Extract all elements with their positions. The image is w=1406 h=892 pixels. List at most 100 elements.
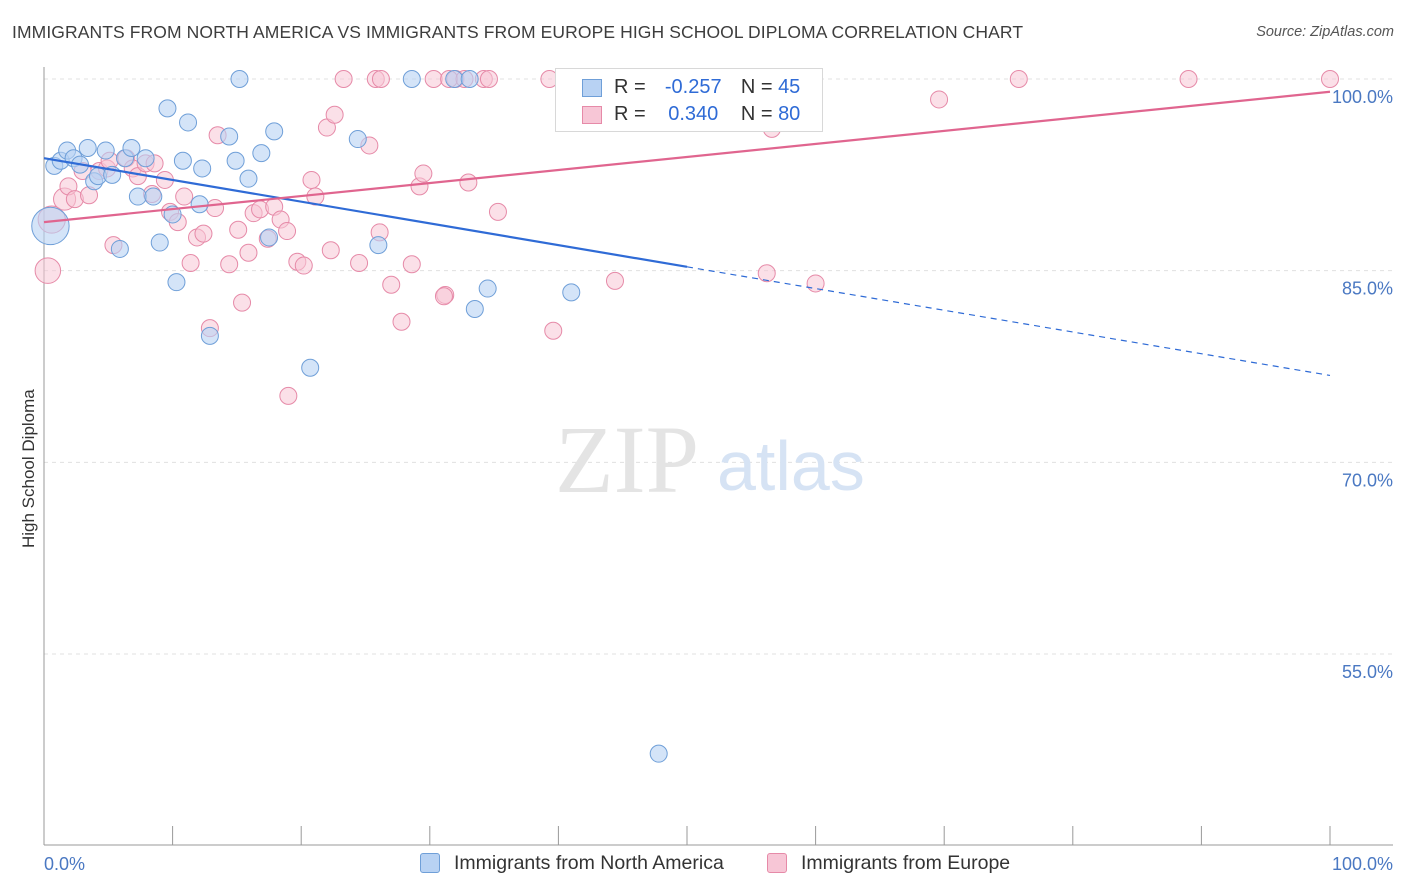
data-point-north-america <box>144 187 163 206</box>
data-point-europe <box>1009 70 1028 88</box>
data-point-north-america <box>122 139 141 157</box>
data-point-europe <box>434 287 453 306</box>
watermark-atlas: atlas <box>717 427 865 505</box>
data-point-europe <box>294 256 313 275</box>
y-tick-label: 55.0% <box>1342 662 1393 682</box>
grid-lines <box>44 78 1393 655</box>
data-point-north-america <box>167 273 186 292</box>
watermark: ZIP atlas <box>555 406 865 513</box>
data-point-europe <box>206 199 225 218</box>
legend-n-value-north-america: 45 <box>778 76 801 98</box>
legend-r-value-europe: 0.340 <box>668 103 719 125</box>
legend-n-label: N = <box>740 76 773 98</box>
data-point-europe <box>488 202 507 221</box>
bottom-legend-label-europe: Immigrants from Europe <box>801 852 1011 874</box>
data-point-north-america <box>226 151 245 170</box>
legend-swatch-europe <box>582 106 602 124</box>
data-point-north-america <box>260 228 279 247</box>
x-tick-labels: 0.0% 100.0% <box>44 854 1393 874</box>
data-point-north-america <box>369 236 388 255</box>
data-point-north-america <box>402 70 421 88</box>
x-tick-label: 100.0% <box>1332 854 1393 874</box>
data-point-north-america <box>173 151 192 170</box>
data-point-europe <box>371 70 390 88</box>
data-point-europe <box>279 386 298 405</box>
data-point-europe <box>479 70 498 88</box>
data-point-north-america <box>110 239 129 258</box>
data-point-europe <box>321 241 340 260</box>
bottom-legend-swatch-north-america <box>420 853 440 873</box>
y-tick-labels: 55.0% 70.0% 85.0% 100.0% <box>1332 87 1393 682</box>
data-point-north-america <box>200 326 219 345</box>
data-point-europe <box>229 220 248 239</box>
x-tick-label: 0.0% <box>44 854 85 874</box>
data-point-north-america <box>128 187 147 206</box>
data-point-north-america <box>465 300 484 318</box>
data-point-europe <box>757 264 776 283</box>
data-point-north-america <box>193 159 212 178</box>
data-point-europe <box>175 187 194 206</box>
data-point-europe <box>194 224 213 243</box>
legend-r-value-north-america: -0.257 <box>664 76 722 98</box>
data-point-north-america <box>460 70 479 88</box>
data-point-north-america <box>150 233 169 252</box>
data-point-north-america <box>348 130 367 149</box>
data-point-europe <box>334 70 353 88</box>
legend-swatch-north-america <box>582 79 602 97</box>
data-point-europe <box>605 271 624 290</box>
data-point-europe <box>220 255 239 274</box>
data-point-europe <box>459 173 478 192</box>
data-point-north-america <box>78 139 97 157</box>
data-point-north-america <box>445 70 464 88</box>
data-point-north-america <box>190 195 209 214</box>
legend-box: R = -0.257 N = 45 R = 0.340 N = 80 <box>555 68 823 132</box>
data-point-north-america <box>301 358 320 377</box>
y-tick-label: 85.0% <box>1342 279 1393 299</box>
y-tick-label: 100.0% <box>1332 87 1393 107</box>
bottom-legend-label-north-america: Immigrants from North America <box>454 852 724 874</box>
trend-lines <box>43 90 1331 377</box>
data-point-europe <box>325 105 344 124</box>
data-point-north-america <box>562 283 581 302</box>
trendline-north-america-extension <box>686 266 1331 377</box>
legend-n-value-europe: 80 <box>778 103 801 125</box>
data-point-europe <box>544 321 563 340</box>
data-point-north-america <box>31 206 70 246</box>
data-point-europe <box>181 254 200 272</box>
data-point-europe <box>1179 70 1198 88</box>
data-point-europe <box>382 275 401 294</box>
y-axis-label: High School Diploma <box>19 389 38 548</box>
legend-n-label: N = <box>740 103 773 125</box>
data-point-europe <box>424 70 443 88</box>
data-point-europe <box>402 255 421 274</box>
data-point-north-america <box>239 169 258 188</box>
data-point-north-america <box>220 127 239 146</box>
y-tick-label: 70.0% <box>1342 470 1393 490</box>
data-point-north-america <box>649 744 668 763</box>
data-point-europe <box>34 257 62 284</box>
data-point-north-america <box>158 99 177 118</box>
data-point-north-america <box>478 279 497 298</box>
chart-title: IMMIGRANTS FROM NORTH AMERICA VS IMMIGRA… <box>12 22 1024 42</box>
data-point-north-america <box>136 149 155 168</box>
axes <box>43 67 1393 846</box>
watermark-zip: ZIP <box>555 406 699 513</box>
data-point-europe <box>302 170 321 189</box>
data-point-europe <box>392 312 411 331</box>
data-point-north-america <box>252 144 271 163</box>
trendline-europe <box>43 90 1331 224</box>
bottom-legend-swatch-europe <box>767 853 787 873</box>
data-point-europe <box>233 293 252 312</box>
data-point-europe <box>414 164 433 183</box>
data-point-north-america <box>179 113 198 132</box>
data-point-north-america <box>96 141 115 160</box>
trendline-north-america <box>43 157 688 268</box>
data-point-north-america <box>230 70 249 88</box>
data-point-europe <box>930 90 949 109</box>
legend-r-label: R = <box>614 76 646 98</box>
data-point-north-america <box>265 122 284 141</box>
data-point-europe <box>1321 70 1339 88</box>
source-label: Source: ZipAtlas.com <box>1256 24 1394 40</box>
series-north-america-points <box>31 70 698 763</box>
